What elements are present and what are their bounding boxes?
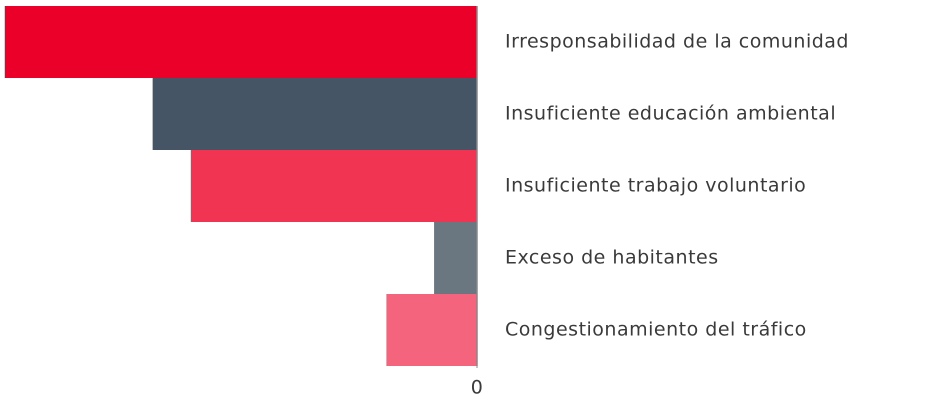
category-label: Insuficiente educación ambiental <box>505 103 836 125</box>
bar <box>4 6 478 78</box>
bar <box>152 78 477 150</box>
bar <box>434 222 477 294</box>
category-label: Exceso de habitantes <box>505 247 719 269</box>
category-label: Irresponsabilidad de la comunidad <box>505 31 849 53</box>
category-label: Insuficiente trabajo voluntario <box>505 175 806 197</box>
bar <box>386 294 477 366</box>
category-label: Congestionamiento del tráfico <box>505 319 807 341</box>
bar <box>190 150 478 222</box>
x-tick-label: 0 <box>471 377 484 399</box>
